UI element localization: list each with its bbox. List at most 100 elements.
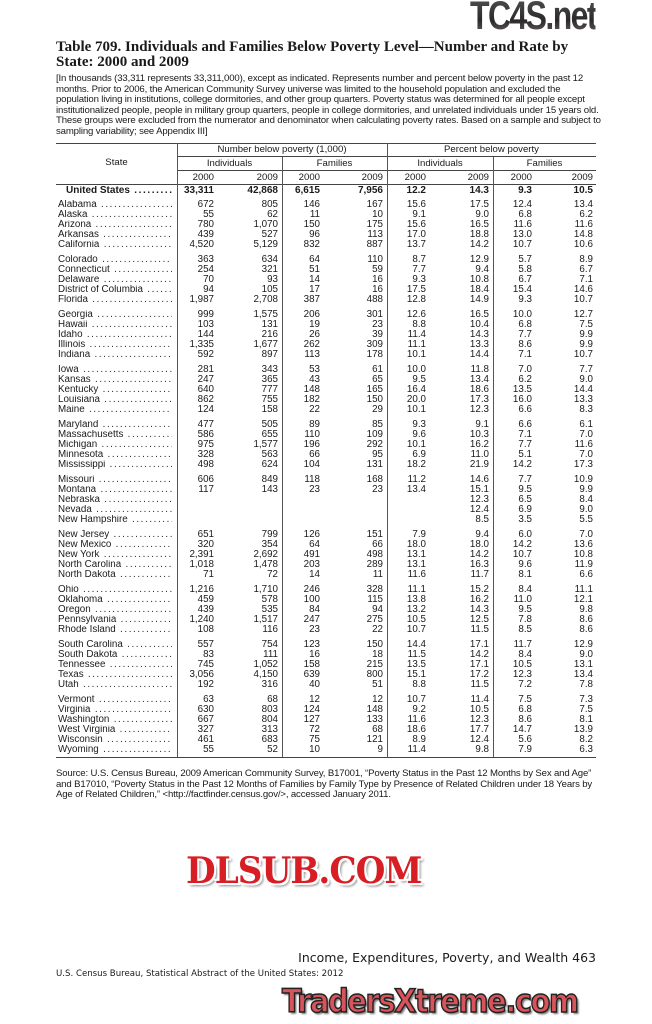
- individuals-2000-cell: 630: [197, 704, 214, 715]
- individuals-2009-cell: 624: [261, 459, 278, 470]
- families-2009-cell: 328: [366, 584, 383, 595]
- individuals-2009-cell: 804: [261, 714, 278, 725]
- state-name: New Hampshire: [58, 515, 128, 525]
- state-cell: Idaho ..............................: [58, 330, 172, 340]
- individuals-2000-cell: 780: [197, 219, 214, 230]
- pct-families-2000-cell: 15.4: [512, 284, 532, 295]
- dot-leader: ..............................: [95, 220, 172, 230]
- state-cell: New Hampshire ..........................…: [58, 515, 172, 525]
- families-2009-cell: 85: [372, 419, 383, 430]
- pct-families-2009-cell: 9.0: [579, 649, 593, 660]
- pct-families-2000-cell: 8.1: [518, 569, 532, 580]
- pct-individuals-2000-cell: 11.5: [407, 649, 426, 660]
- families-2000-cell: 96: [309, 229, 320, 240]
- pct-individuals-2009-cell: 12.3: [469, 494, 489, 505]
- pct-families-2009-cell: 11.6: [574, 439, 593, 450]
- individuals-2000-cell: 461: [197, 734, 214, 745]
- families-2000-cell: 16: [309, 649, 320, 660]
- families-2000-cell: 203: [303, 559, 320, 570]
- dot-leader: ..............................: [120, 625, 172, 635]
- individuals-2009-cell: 62: [267, 209, 278, 220]
- pct-families-2000-cell: 13.0: [512, 229, 532, 240]
- dot-leader: ..............................: [103, 745, 172, 755]
- pct-families-2009-cell: 13.4: [573, 199, 593, 210]
- table-row: Mississippi ............................…: [56, 460, 596, 470]
- families-2009-cell: 167: [366, 199, 383, 210]
- state-cell: Wisconsin ..............................: [58, 735, 172, 745]
- individuals-2000-cell: 459: [197, 594, 214, 605]
- dot-leader: ..............................: [96, 505, 172, 515]
- pct-families-2000-cell: 16.0: [512, 394, 532, 405]
- families-2000-cell: 639: [303, 669, 320, 680]
- families-2000-cell: 148: [303, 384, 320, 395]
- individuals-2009-cell: 849: [261, 474, 278, 485]
- state-cell: Iowa ..............................: [58, 365, 172, 375]
- individuals-2009-cell: 4,150: [253, 669, 278, 680]
- individuals-2009-cell: 321: [261, 264, 278, 275]
- pct-families-2000-cell: 12.4: [512, 199, 532, 210]
- dot-leader: ..............................: [104, 495, 172, 505]
- pct-families-2009-cell: 8.3: [579, 404, 593, 415]
- pct-families-2009-cell: 14.8: [573, 229, 593, 240]
- individuals-2009-cell: 1,052: [253, 659, 278, 670]
- individuals-2000-cell: 999: [197, 309, 214, 320]
- pct-families-2009-cell: 10.6: [573, 239, 593, 250]
- pct-individuals-2000-cell: 20.0: [406, 394, 426, 405]
- state-cell: West Virginia ..........................…: [58, 725, 172, 735]
- families-2000-cell: 100: [303, 594, 320, 605]
- dot-leader: ..............................: [113, 715, 172, 725]
- column-divider: [493, 157, 494, 757]
- pct-families-2000-cell: 9.6: [518, 559, 532, 570]
- pct-individuals-2000-cell: 12.8: [406, 294, 426, 305]
- pct-individuals-2009-cell: 14.3: [469, 329, 489, 340]
- table-row: Georgia .............................. 99…: [56, 310, 596, 320]
- pct-individuals-2000-cell: 11.4: [407, 329, 426, 340]
- pct-individuals-2009-cell: 14.9: [469, 294, 489, 305]
- individuals-2009-cell: 777: [261, 384, 278, 395]
- individuals-2009-cell: 105: [261, 284, 278, 295]
- pct-families-2009-cell: 7.0: [579, 429, 593, 440]
- pct-families-2000-cell: 10.7: [512, 549, 532, 560]
- pct-individuals-2009-cell: 11.7: [470, 569, 489, 580]
- header-year: 2000: [298, 172, 320, 183]
- column-divider: [387, 143, 388, 757]
- pct-individuals-2009-cell: 12.5: [469, 614, 489, 625]
- individuals-2000-cell: 281: [197, 364, 214, 375]
- families-2009-cell: 887: [366, 239, 383, 250]
- dot-leader: ..............................: [114, 265, 172, 275]
- individuals-2000-cell: 2,391: [189, 549, 214, 560]
- pct-families-2009-cell: 10.8: [573, 549, 593, 560]
- pct-families-2009-cell: 6.6: [579, 569, 593, 580]
- pct-individuals-2000-cell: 10.0: [406, 364, 426, 375]
- pct-families-2000-cell: 8.6: [518, 339, 532, 350]
- families-2009-cell: 16: [372, 284, 383, 295]
- state-cell: Utah ..............................: [58, 680, 172, 690]
- pct-individuals-2000-cell: 15.6: [406, 219, 426, 230]
- individuals-2009-cell: 116: [262, 624, 278, 635]
- pct-individuals-2009-cell: 12.3: [469, 714, 489, 725]
- table-row: Missouri .............................. 6…: [56, 475, 596, 485]
- pct-families-2000-cell: 6.2: [518, 374, 532, 385]
- individuals-2009-cell: 578: [261, 594, 278, 605]
- state-name: Pennsylvania: [58, 615, 117, 625]
- header-number-below-poverty: Number below poverty (1,000): [217, 144, 347, 155]
- pct-individuals-2000-cell: 12.2: [406, 185, 426, 196]
- families-2000-cell: 14: [309, 274, 320, 285]
- column-divider: [282, 157, 283, 757]
- table-row: Wyoming .............................. 55…: [56, 745, 596, 755]
- state-name: Nevada: [58, 505, 92, 515]
- families-2009-cell: 150: [366, 639, 383, 650]
- families-2000-cell: 104: [303, 459, 320, 470]
- state-cell: Delaware ..............................: [58, 275, 172, 285]
- individuals-2000-cell: 70: [203, 274, 214, 285]
- state-cell: New Mexico .............................…: [58, 540, 172, 550]
- pct-individuals-2009-cell: 8.5: [475, 514, 489, 525]
- dot-leader: ..............................: [132, 515, 172, 525]
- header-year: 2009: [256, 172, 278, 183]
- state-cell: Nevada ..............................: [58, 505, 172, 515]
- individuals-2009-cell: 111: [263, 649, 278, 660]
- dot-leader: ..............................: [95, 375, 172, 385]
- individuals-2009-cell: 1,070: [253, 219, 278, 230]
- individuals-2000-cell: 320: [197, 539, 214, 550]
- pct-individuals-2000-cell: 13.5: [406, 659, 426, 670]
